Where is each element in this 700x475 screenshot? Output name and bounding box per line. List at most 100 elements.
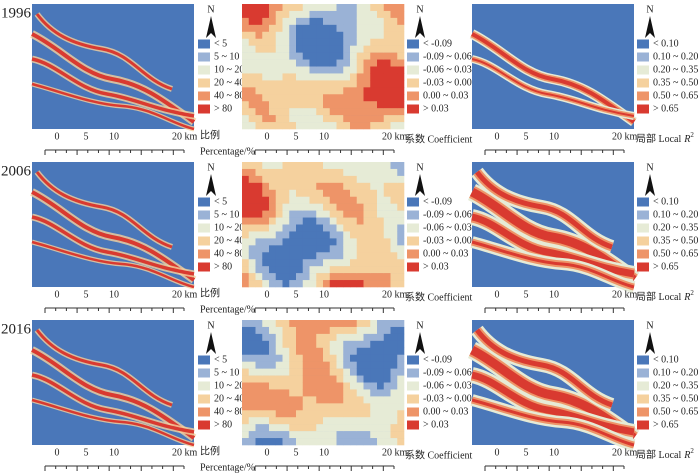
map-cell <box>390 122 398 130</box>
map-cell <box>343 224 351 232</box>
map-cell <box>343 31 351 40</box>
map-cell <box>363 94 371 102</box>
map-cell <box>296 217 304 225</box>
scale-label: 5 <box>294 447 299 458</box>
map-cell <box>302 80 310 88</box>
map-cell <box>262 87 270 95</box>
map-cell <box>262 273 270 281</box>
map-cell <box>323 333 331 342</box>
map-cell <box>269 182 277 191</box>
map-cell <box>329 31 337 40</box>
map-cell <box>370 320 378 328</box>
map-cell <box>370 431 378 439</box>
river <box>35 171 173 249</box>
map-cell <box>282 182 290 191</box>
map-cell <box>289 24 297 33</box>
map-cell <box>370 189 378 198</box>
map-cell <box>275 175 283 184</box>
map-cell <box>329 417 337 425</box>
legend-swatch <box>198 197 210 207</box>
map-cell <box>390 59 398 67</box>
map-cell <box>377 59 385 67</box>
map-cell <box>302 382 310 390</box>
map-cell <box>316 80 324 88</box>
map-cell <box>242 73 250 81</box>
map-cell <box>336 196 344 204</box>
map-cell <box>343 196 351 204</box>
map-cell <box>248 162 256 170</box>
map-cell <box>289 189 297 198</box>
legend-swatch <box>407 262 419 272</box>
map-cell <box>350 94 358 102</box>
map-cell <box>262 347 270 356</box>
map-cell <box>302 162 310 170</box>
map-cell <box>350 182 358 191</box>
map-cell <box>255 438 263 446</box>
map-cell <box>262 168 270 177</box>
map-cell <box>255 403 263 411</box>
legend-title: 系数 Coefficient <box>405 448 473 461</box>
map-cell <box>262 396 270 404</box>
map-cell <box>275 73 283 81</box>
map-cell <box>397 162 405 170</box>
map-cell <box>282 245 290 253</box>
map-cell <box>377 382 385 390</box>
map-cell <box>255 101 263 109</box>
legend-swatch <box>407 394 419 404</box>
map-cell <box>255 326 263 335</box>
legend-swatch <box>198 355 210 365</box>
map-cell <box>248 101 256 109</box>
map-cell <box>390 87 398 95</box>
map-cell <box>302 252 310 260</box>
map-cell <box>336 224 344 232</box>
map-cell <box>323 389 331 397</box>
map-cell <box>282 59 290 67</box>
map-cell <box>383 73 391 81</box>
map-cell <box>323 73 331 81</box>
legend-item: > 0.03 <box>423 103 449 114</box>
map-cell <box>390 252 398 260</box>
map-cell <box>370 4 378 12</box>
map-cell <box>343 10 351 19</box>
map-cell <box>336 24 344 33</box>
map-cell <box>289 382 297 390</box>
map-cell <box>262 280 270 288</box>
map-cell <box>383 266 391 274</box>
map-cell <box>255 210 263 218</box>
map-cell <box>329 273 337 281</box>
map-cell <box>397 189 405 198</box>
map-cell <box>336 59 344 67</box>
map-panel: 0 5 10 20 kmN< -0.09-0.09 ~ 0.06-0.06 ~ 0.0… <box>242 320 473 471</box>
map-cell <box>343 203 351 211</box>
map-cell <box>296 108 304 116</box>
map-cell <box>323 259 331 267</box>
map-cell <box>329 424 337 432</box>
map-cell <box>309 320 317 328</box>
map-cell <box>363 24 371 33</box>
map-cell <box>356 266 364 274</box>
north-arrow <box>645 332 655 354</box>
map-cell <box>370 115 378 123</box>
map-cell <box>309 31 317 40</box>
map-cell <box>323 403 331 411</box>
map-cell <box>316 162 324 170</box>
map-cell <box>269 410 277 418</box>
map-cell <box>282 17 290 26</box>
map-cell <box>316 59 324 67</box>
map-cell <box>302 231 310 239</box>
map-cell <box>323 38 331 46</box>
map-cell <box>356 320 364 328</box>
map-cell <box>282 326 290 335</box>
map-cell <box>269 382 277 390</box>
legend-swatch <box>637 104 649 114</box>
map-cell <box>262 320 270 328</box>
legend-swatch <box>407 381 419 391</box>
map-cell <box>323 122 331 130</box>
map-cell <box>296 238 304 246</box>
map-cell <box>383 424 391 432</box>
legend-item: > 80 <box>214 261 232 272</box>
legend-item: < 0.10 <box>653 354 679 365</box>
map-cell <box>350 424 358 432</box>
map-cell <box>343 210 351 218</box>
